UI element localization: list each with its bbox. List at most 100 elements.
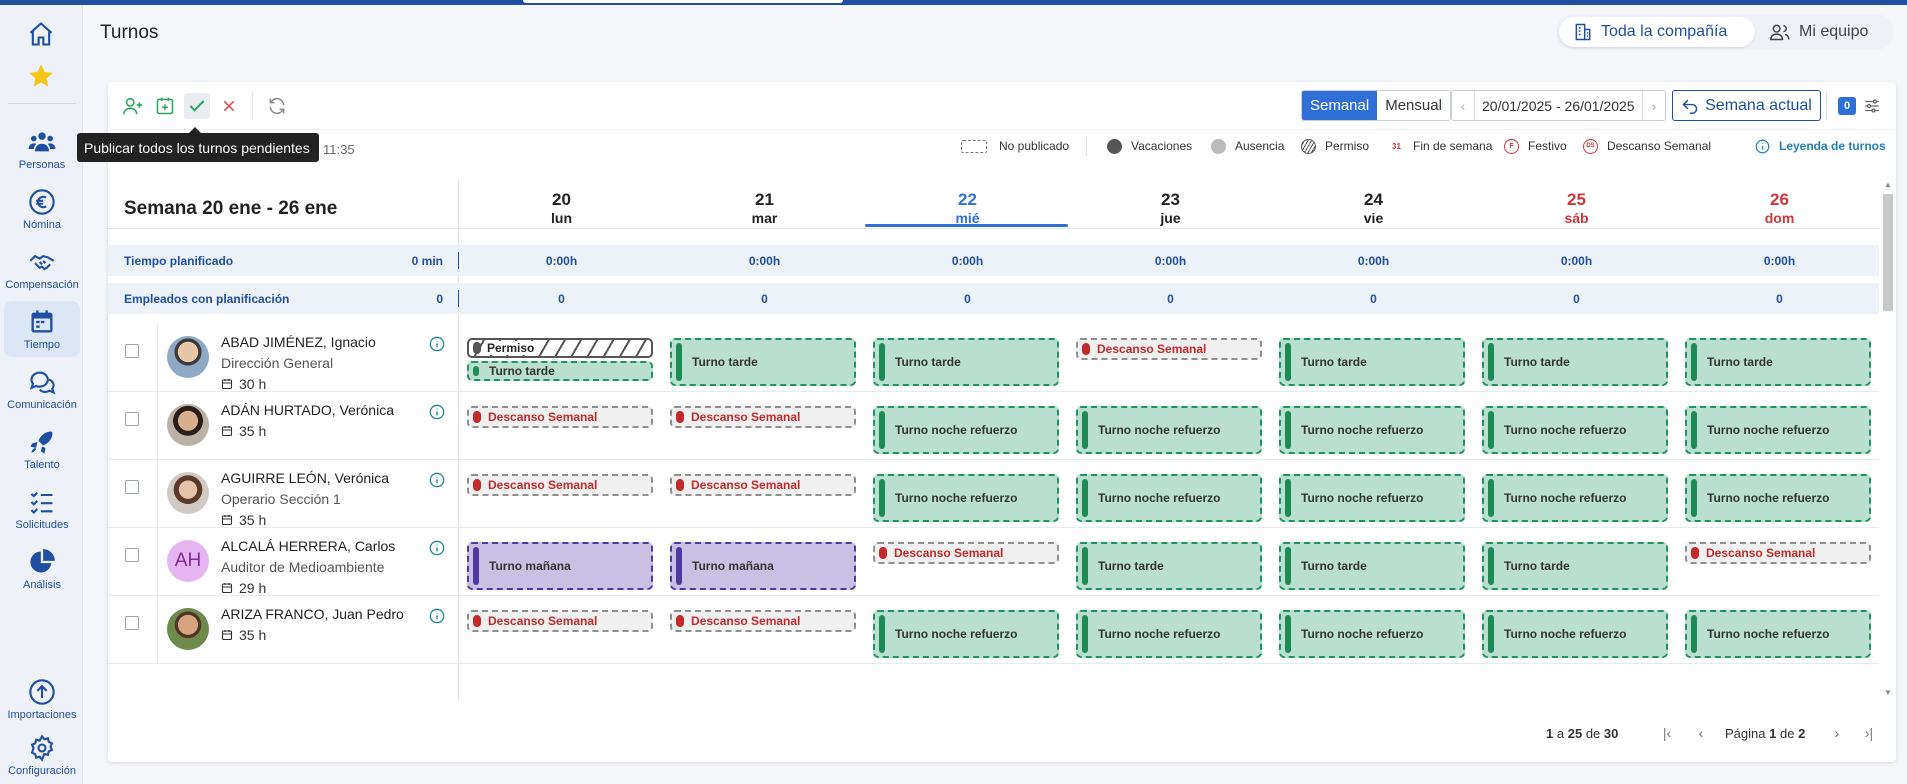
shift-descanso[interactable]: Descanso Semanal: [670, 610, 856, 632]
shift-tarde[interactable]: Turno tarde: [1279, 338, 1465, 386]
avatar[interactable]: AH: [167, 540, 209, 582]
shift-manana[interactable]: Turno mañana: [467, 542, 653, 590]
employee-hours: 35 h: [221, 512, 266, 528]
shift-descanso[interactable]: Descanso Semanal: [873, 542, 1059, 564]
avatar[interactable]: [167, 336, 209, 378]
shift-noche[interactable]: Turno noche refuerzo: [1279, 474, 1465, 522]
sidebar-item-talento[interactable]: Talento: [4, 421, 80, 477]
view-weekly-button[interactable]: Semanal: [1302, 91, 1378, 120]
scope-company-label: Toda la compañía: [1601, 23, 1728, 40]
filter-settings-icon[interactable]: [1863, 97, 1881, 115]
avatar[interactable]: [167, 404, 209, 446]
home-icon[interactable]: [24, 17, 58, 51]
next-page-button[interactable]: ›: [1834, 725, 1840, 741]
undo-arrow-icon: [1682, 99, 1698, 114]
shift-tarde[interactable]: Turno tarde: [467, 361, 653, 381]
shift-manana[interactable]: Turno mañana: [670, 542, 856, 590]
scroll-thumb[interactable]: [1883, 194, 1893, 311]
shift-legend-link[interactable]: Leyenda de turnos: [1755, 136, 1886, 156]
sidebar-item-personas[interactable]: Personas: [4, 121, 80, 177]
shift-tarde[interactable]: Turno tarde: [1482, 542, 1668, 590]
info-icon[interactable]: [429, 608, 445, 624]
shift-noche[interactable]: Turno noche refuerzo: [1685, 406, 1871, 454]
vertical-scrollbar[interactable]: ▲ ▼: [1881, 180, 1893, 700]
row-checkbox[interactable]: [125, 480, 139, 494]
shift-noche[interactable]: Turno noche refuerzo: [1076, 406, 1262, 454]
scope-team-button[interactable]: Mi equipo: [1755, 17, 1882, 47]
employee-name[interactable]: ALCALÁ HERRERA, Carlos: [221, 538, 396, 554]
shift-descanso[interactable]: Descanso Semanal: [467, 474, 653, 496]
sidebar-item-configuracion[interactable]: Configuración: [4, 727, 80, 783]
shift-descanso[interactable]: Descanso Semanal: [670, 474, 856, 496]
employee-name[interactable]: ABAD JIMÉNEZ, Ignacio: [221, 334, 376, 350]
shift-noche[interactable]: Turno noche refuerzo: [1685, 474, 1871, 522]
sidebar-item-compensacion[interactable]: Compensación: [4, 241, 80, 297]
filter-count-badge: 0: [1838, 97, 1856, 115]
shift-noche[interactable]: Turno noche refuerzo: [873, 474, 1059, 522]
shift-descanso[interactable]: Descanso Semanal: [670, 406, 856, 428]
shift-noche[interactable]: Turno noche refuerzo: [1482, 474, 1668, 522]
employee-name[interactable]: AGUIRRE LEÓN, Verónica: [221, 470, 390, 486]
scroll-down-icon[interactable]: ▼: [1884, 688, 1892, 697]
avatar[interactable]: [167, 472, 209, 514]
info-icon[interactable]: [429, 336, 445, 352]
legend: No publicado Vacaciones Ausencia Permiso…: [108, 136, 1896, 156]
prev-week-button[interactable]: ‹: [1460, 97, 1466, 114]
row-checkbox[interactable]: [125, 548, 139, 562]
shift-tarde[interactable]: Turno tarde: [1482, 338, 1668, 386]
sidebar-item-importaciones[interactable]: Importaciones: [4, 671, 80, 727]
shift-descanso[interactable]: Descanso Semanal: [1685, 542, 1871, 564]
shift-tarde[interactable]: Turno tarde: [1685, 338, 1871, 386]
info-icon[interactable]: [429, 540, 445, 556]
date-range-value[interactable]: 20/01/2025 - 26/01/2025: [1474, 91, 1643, 120]
row-checkbox[interactable]: [125, 412, 139, 426]
sidebar-item-tiempo[interactable]: Tiempo: [4, 301, 80, 357]
shift-noche[interactable]: Turno noche refuerzo: [1482, 406, 1668, 454]
shift-noche[interactable]: Turno noche refuerzo: [1482, 610, 1668, 658]
info-icon[interactable]: [429, 404, 445, 420]
employee-name[interactable]: ARIZA FRANCO, Juan Pedro: [221, 606, 404, 622]
sidebar-item-comunicacion[interactable]: Comunicación: [4, 361, 80, 417]
scope-company-button[interactable]: Toda la compañía: [1559, 17, 1755, 47]
sidebar-item-analisis[interactable]: Análisis: [4, 541, 80, 597]
add-employee-button[interactable]: [120, 93, 146, 119]
view-monthly-button[interactable]: Mensual: [1377, 91, 1450, 120]
shift-noche[interactable]: Turno noche refuerzo: [873, 406, 1059, 454]
star-icon[interactable]: [24, 59, 58, 93]
employee-name[interactable]: ADÁN HURTADO, Verónica: [221, 402, 394, 418]
row-checkbox[interactable]: [125, 616, 139, 630]
info-icon[interactable]: [429, 472, 445, 488]
shift-tarde[interactable]: Turno tarde: [1279, 542, 1465, 590]
shift-descanso[interactable]: Descanso Semanal: [467, 610, 653, 632]
first-page-button[interactable]: |‹: [1662, 725, 1672, 741]
shift-descanso[interactable]: Descanso Semanal: [1076, 338, 1262, 360]
row-checkbox[interactable]: [125, 344, 139, 358]
next-week-button[interactable]: ›: [1651, 97, 1657, 114]
shift-tarde[interactable]: Turno tarde: [873, 338, 1059, 386]
refresh-button[interactable]: [264, 93, 290, 119]
shift-descanso[interactable]: Descanso Semanal: [467, 406, 653, 428]
shift-permiso[interactable]: Permiso: [467, 338, 653, 358]
discard-shifts-button[interactable]: [216, 93, 242, 119]
avatar[interactable]: [167, 608, 209, 650]
scroll-up-icon[interactable]: ▲: [1884, 180, 1892, 189]
shift-noche[interactable]: Turno noche refuerzo: [1685, 610, 1871, 658]
shift-noche[interactable]: Turno noche refuerzo: [1279, 610, 1465, 658]
nav-label: Solicitudes: [15, 518, 69, 531]
shift-tarde[interactable]: Turno tarde: [670, 338, 856, 386]
publish-shifts-button[interactable]: [184, 93, 210, 119]
shift-noche[interactable]: Turno noche refuerzo: [1076, 474, 1262, 522]
shift-noche[interactable]: Turno noche refuerzo: [1076, 610, 1262, 658]
last-page-button[interactable]: ›|: [1864, 725, 1874, 741]
add-shift-button[interactable]: [152, 93, 178, 119]
shift-noche[interactable]: Turno noche refuerzo: [873, 610, 1059, 658]
shift-noche[interactable]: Turno noche refuerzo: [1279, 406, 1465, 454]
shift-grid: Semana 20 ene - 26 ene 20 lun 21 mar 22 mié 23…: [108, 180, 1879, 700]
current-week-button[interactable]: Semana actual: [1672, 90, 1821, 121]
employee-hours: 35 h: [221, 627, 266, 643]
sidebar-item-solicitudes[interactable]: Solicitudes: [4, 481, 80, 537]
planned-time-cell: 0:00h: [1763, 254, 1796, 268]
prev-page-button[interactable]: ‹: [1698, 725, 1704, 741]
sidebar-item-nomina[interactable]: Nómina: [4, 181, 80, 237]
shift-tarde[interactable]: Turno tarde: [1076, 542, 1262, 590]
